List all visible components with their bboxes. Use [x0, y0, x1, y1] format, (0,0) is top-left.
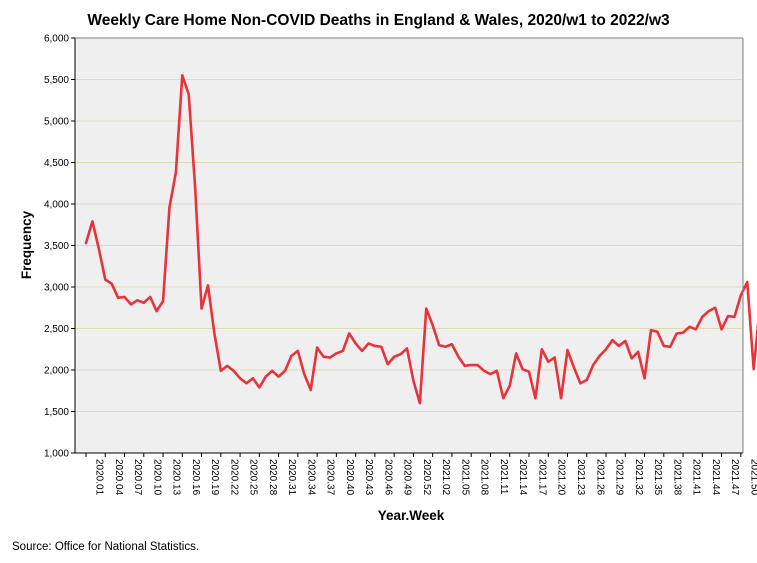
- x-tick-label: 2020.07: [132, 459, 143, 496]
- y-tick-label: 3,000: [44, 283, 69, 294]
- y-tick-label: 5,000: [44, 117, 69, 128]
- x-tick-label: 2021.11: [498, 459, 509, 495]
- x-tick-label: 2020.13: [171, 459, 182, 496]
- x-tick-label: 2020.40: [344, 459, 355, 496]
- chart-title: Weekly Care Home Non-COVID Deaths in Eng…: [87, 12, 670, 29]
- source-note: Source: Office for National Statistics.: [12, 541, 200, 553]
- x-tick-label: 2020.43: [363, 459, 374, 496]
- x-tick-label: 2021.50: [748, 459, 757, 496]
- x-tick-label: 2021.23: [575, 459, 586, 496]
- y-axis-title: Frequency: [19, 210, 34, 279]
- x-tick-label: 2020.10: [151, 459, 162, 496]
- y-tick-label: 4,000: [44, 200, 69, 211]
- x-tick-label: 2021.32: [633, 459, 644, 496]
- gridlines: [75, 79, 743, 412]
- y-tick-label: 4,500: [44, 158, 69, 169]
- x-tick-label: 2021.44: [710, 459, 721, 496]
- x-tick-label: 2020.34: [305, 459, 316, 496]
- x-tick-label: 2021.47: [729, 459, 740, 496]
- y-tick-label: 2,500: [44, 324, 69, 335]
- x-tick-label: 2020.28: [267, 459, 278, 496]
- x-tick-label: 2020.25: [248, 459, 259, 496]
- x-tick-label: 2020.49: [402, 459, 413, 496]
- y-tick-label: 3,500: [44, 241, 69, 252]
- x-tick-label: 2020.52: [421, 459, 432, 496]
- x-tick-label: 2021.29: [614, 459, 625, 496]
- x-tick-label: 2020.31: [286, 459, 297, 496]
- x-tick-label: 2020.16: [190, 459, 201, 496]
- series-line: [84, 74, 757, 405]
- x-tick-label: 2021.05: [459, 459, 470, 496]
- x-tick-label: 2021.08: [479, 459, 490, 496]
- x-tick-label: 2021.41: [691, 459, 702, 496]
- x-axis: 2020.01 2020.04 2020.07 2020.10 2020.13 2020.…: [85, 453, 757, 496]
- x-axis-title: Year.Week: [378, 508, 445, 523]
- x-tick-label: 2021.26: [594, 459, 605, 496]
- x-tick-label: 2020.46: [382, 459, 393, 496]
- x-tick-label: 2021.02: [440, 459, 451, 496]
- x-tick-label: 2021.17: [536, 459, 547, 496]
- y-tick-label: 5,500: [44, 75, 69, 86]
- x-tick-label: 2020.01: [94, 459, 105, 496]
- y-tick-label: 1,500: [44, 407, 69, 418]
- x-tick-label: 2020.22: [228, 459, 239, 496]
- x-tick-label: 2020.04: [113, 459, 124, 496]
- y-tick-label: 6,000: [44, 34, 69, 45]
- x-tick-label: 2020.37: [325, 459, 336, 496]
- x-tick-label: 2020.19: [209, 459, 220, 496]
- y-tick-label: 1,000: [44, 449, 69, 460]
- x-tick-label: 2021.35: [652, 459, 663, 496]
- y-axis: 1,000 1,500 2,000 2,500 3,000 3,500 4,000 4,500…: [44, 34, 75, 460]
- x-tick-label: 2021.14: [517, 459, 528, 496]
- x-tick-label: 2021.38: [671, 459, 682, 496]
- x-tick-label: 2021.20: [556, 459, 567, 496]
- y-tick-label: 2,000: [44, 366, 69, 377]
